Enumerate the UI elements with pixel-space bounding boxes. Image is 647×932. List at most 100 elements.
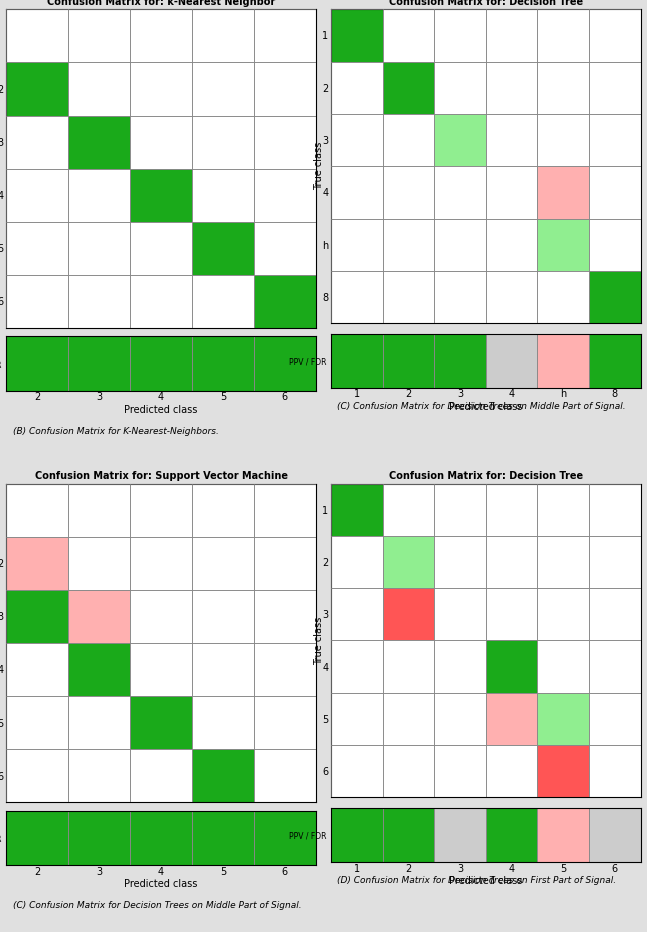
FancyBboxPatch shape bbox=[589, 9, 641, 62]
Title: Confusion Matrix for: Decision Tree: Confusion Matrix for: Decision Tree bbox=[389, 0, 583, 7]
FancyBboxPatch shape bbox=[589, 114, 641, 166]
FancyBboxPatch shape bbox=[69, 222, 130, 275]
FancyBboxPatch shape bbox=[538, 62, 589, 114]
FancyBboxPatch shape bbox=[434, 114, 486, 166]
FancyBboxPatch shape bbox=[254, 336, 316, 391]
FancyBboxPatch shape bbox=[192, 222, 254, 275]
FancyBboxPatch shape bbox=[254, 116, 316, 169]
FancyBboxPatch shape bbox=[130, 9, 192, 62]
FancyBboxPatch shape bbox=[6, 484, 69, 537]
FancyBboxPatch shape bbox=[486, 745, 538, 798]
FancyBboxPatch shape bbox=[538, 692, 589, 745]
FancyBboxPatch shape bbox=[486, 166, 538, 218]
FancyBboxPatch shape bbox=[130, 811, 192, 865]
FancyBboxPatch shape bbox=[589, 484, 641, 536]
FancyBboxPatch shape bbox=[486, 335, 538, 388]
FancyBboxPatch shape bbox=[6, 811, 69, 865]
FancyBboxPatch shape bbox=[589, 166, 641, 218]
FancyBboxPatch shape bbox=[538, 588, 589, 640]
FancyBboxPatch shape bbox=[589, 692, 641, 745]
FancyBboxPatch shape bbox=[383, 335, 434, 388]
FancyBboxPatch shape bbox=[331, 745, 383, 798]
FancyBboxPatch shape bbox=[254, 62, 316, 116]
FancyBboxPatch shape bbox=[538, 640, 589, 692]
FancyBboxPatch shape bbox=[383, 114, 434, 166]
FancyBboxPatch shape bbox=[69, 116, 130, 169]
FancyBboxPatch shape bbox=[331, 271, 383, 323]
FancyBboxPatch shape bbox=[434, 745, 486, 798]
FancyBboxPatch shape bbox=[383, 640, 434, 692]
FancyBboxPatch shape bbox=[69, 643, 130, 696]
FancyBboxPatch shape bbox=[254, 749, 316, 802]
FancyBboxPatch shape bbox=[6, 590, 69, 643]
FancyBboxPatch shape bbox=[486, 271, 538, 323]
FancyBboxPatch shape bbox=[434, 536, 486, 588]
Title: Confusion Matrix for: k-Nearest Neighbor: Confusion Matrix for: k-Nearest Neighbor bbox=[47, 0, 275, 7]
FancyBboxPatch shape bbox=[538, 745, 589, 798]
FancyBboxPatch shape bbox=[589, 588, 641, 640]
FancyBboxPatch shape bbox=[69, 336, 130, 391]
Title: Confusion Matrix for: Support Vector Machine: Confusion Matrix for: Support Vector Mac… bbox=[35, 472, 288, 482]
Text: (C) Confusion Matrix for Decision Trees on Middle Part of Signal.: (C) Confusion Matrix for Decision Trees … bbox=[338, 402, 626, 411]
FancyBboxPatch shape bbox=[130, 222, 192, 275]
FancyBboxPatch shape bbox=[538, 484, 589, 536]
FancyBboxPatch shape bbox=[383, 745, 434, 798]
FancyBboxPatch shape bbox=[486, 808, 538, 862]
FancyBboxPatch shape bbox=[192, 749, 254, 802]
FancyBboxPatch shape bbox=[130, 749, 192, 802]
FancyBboxPatch shape bbox=[192, 484, 254, 537]
FancyBboxPatch shape bbox=[538, 536, 589, 588]
FancyBboxPatch shape bbox=[6, 222, 69, 275]
FancyBboxPatch shape bbox=[383, 62, 434, 114]
FancyBboxPatch shape bbox=[434, 218, 486, 271]
FancyBboxPatch shape bbox=[434, 62, 486, 114]
FancyBboxPatch shape bbox=[383, 166, 434, 218]
FancyBboxPatch shape bbox=[331, 335, 383, 388]
Y-axis label: True class: True class bbox=[314, 616, 324, 665]
X-axis label: Predicted class: Predicted class bbox=[124, 879, 198, 889]
FancyBboxPatch shape bbox=[331, 588, 383, 640]
FancyBboxPatch shape bbox=[331, 114, 383, 166]
FancyBboxPatch shape bbox=[383, 536, 434, 588]
FancyBboxPatch shape bbox=[486, 536, 538, 588]
FancyBboxPatch shape bbox=[130, 484, 192, 537]
FancyBboxPatch shape bbox=[331, 808, 383, 862]
FancyBboxPatch shape bbox=[434, 484, 486, 536]
FancyBboxPatch shape bbox=[254, 222, 316, 275]
FancyBboxPatch shape bbox=[331, 9, 383, 62]
FancyBboxPatch shape bbox=[192, 643, 254, 696]
FancyBboxPatch shape bbox=[331, 640, 383, 692]
FancyBboxPatch shape bbox=[130, 590, 192, 643]
Y-axis label: True class: True class bbox=[314, 142, 324, 190]
X-axis label: Predicted class: Predicted class bbox=[124, 405, 198, 415]
FancyBboxPatch shape bbox=[331, 484, 383, 536]
FancyBboxPatch shape bbox=[538, 808, 589, 862]
FancyBboxPatch shape bbox=[538, 9, 589, 62]
FancyBboxPatch shape bbox=[130, 537, 192, 590]
FancyBboxPatch shape bbox=[589, 536, 641, 588]
FancyBboxPatch shape bbox=[538, 114, 589, 166]
FancyBboxPatch shape bbox=[383, 484, 434, 536]
FancyBboxPatch shape bbox=[589, 62, 641, 114]
FancyBboxPatch shape bbox=[383, 808, 434, 862]
FancyBboxPatch shape bbox=[538, 166, 589, 218]
FancyBboxPatch shape bbox=[192, 275, 254, 328]
FancyBboxPatch shape bbox=[331, 536, 383, 588]
FancyBboxPatch shape bbox=[69, 275, 130, 328]
FancyBboxPatch shape bbox=[331, 62, 383, 114]
Text: (C) Confusion Matrix for Decision Trees on Middle Part of Signal.: (C) Confusion Matrix for Decision Trees … bbox=[13, 901, 302, 910]
FancyBboxPatch shape bbox=[192, 336, 254, 391]
FancyBboxPatch shape bbox=[6, 749, 69, 802]
FancyBboxPatch shape bbox=[254, 643, 316, 696]
FancyBboxPatch shape bbox=[434, 271, 486, 323]
FancyBboxPatch shape bbox=[6, 169, 69, 222]
FancyBboxPatch shape bbox=[192, 537, 254, 590]
FancyBboxPatch shape bbox=[130, 62, 192, 116]
FancyBboxPatch shape bbox=[69, 696, 130, 749]
FancyBboxPatch shape bbox=[130, 275, 192, 328]
FancyBboxPatch shape bbox=[254, 9, 316, 62]
FancyBboxPatch shape bbox=[538, 218, 589, 271]
FancyBboxPatch shape bbox=[589, 218, 641, 271]
FancyBboxPatch shape bbox=[486, 114, 538, 166]
FancyBboxPatch shape bbox=[192, 696, 254, 749]
